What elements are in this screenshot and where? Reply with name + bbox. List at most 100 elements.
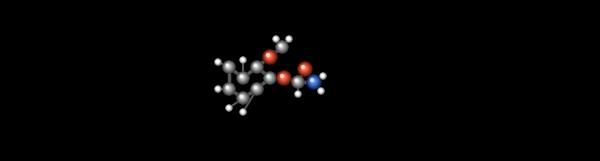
- Circle shape: [296, 92, 299, 95]
- Circle shape: [239, 95, 245, 100]
- Circle shape: [241, 110, 245, 114]
- Circle shape: [237, 72, 249, 84]
- Circle shape: [279, 73, 289, 83]
- Circle shape: [281, 75, 286, 80]
- Circle shape: [241, 76, 244, 79]
- Circle shape: [274, 38, 277, 40]
- Circle shape: [226, 64, 230, 68]
- Circle shape: [267, 54, 271, 58]
- Circle shape: [295, 79, 300, 84]
- Circle shape: [227, 106, 230, 109]
- Circle shape: [241, 96, 242, 98]
- Circle shape: [320, 73, 326, 79]
- Circle shape: [320, 90, 321, 91]
- Circle shape: [255, 87, 257, 89]
- Circle shape: [237, 92, 249, 104]
- Circle shape: [280, 74, 286, 80]
- Circle shape: [295, 91, 301, 97]
- Circle shape: [242, 59, 244, 61]
- Circle shape: [217, 60, 219, 63]
- Circle shape: [215, 59, 221, 65]
- Circle shape: [279, 44, 281, 47]
- Circle shape: [277, 71, 291, 85]
- Circle shape: [217, 88, 218, 90]
- Circle shape: [296, 92, 299, 95]
- Circle shape: [280, 44, 283, 48]
- Circle shape: [311, 79, 314, 82]
- Circle shape: [253, 85, 260, 92]
- Circle shape: [263, 50, 277, 64]
- Circle shape: [238, 93, 247, 102]
- Circle shape: [217, 61, 219, 63]
- Circle shape: [216, 60, 220, 64]
- Circle shape: [286, 36, 292, 42]
- Circle shape: [241, 110, 243, 112]
- Circle shape: [216, 87, 220, 91]
- Circle shape: [275, 38, 276, 39]
- Circle shape: [280, 45, 283, 47]
- Circle shape: [225, 85, 232, 92]
- Circle shape: [215, 60, 220, 64]
- Circle shape: [226, 64, 231, 69]
- Circle shape: [275, 38, 276, 39]
- Circle shape: [308, 76, 319, 87]
- Circle shape: [237, 72, 248, 84]
- Circle shape: [238, 93, 248, 103]
- Circle shape: [320, 73, 325, 78]
- Circle shape: [224, 84, 234, 94]
- Circle shape: [281, 75, 285, 79]
- Circle shape: [215, 86, 221, 92]
- Circle shape: [254, 64, 259, 68]
- Circle shape: [241, 110, 245, 114]
- Circle shape: [295, 91, 301, 97]
- Circle shape: [227, 65, 229, 67]
- Circle shape: [322, 75, 323, 76]
- Circle shape: [274, 37, 278, 41]
- Circle shape: [241, 58, 244, 61]
- Circle shape: [310, 78, 316, 85]
- Circle shape: [252, 62, 262, 72]
- Circle shape: [217, 88, 218, 89]
- Circle shape: [277, 43, 286, 51]
- Circle shape: [217, 61, 218, 63]
- Circle shape: [227, 65, 229, 67]
- Circle shape: [268, 54, 271, 58]
- Circle shape: [254, 86, 258, 90]
- Circle shape: [302, 66, 305, 69]
- Circle shape: [278, 43, 285, 50]
- Circle shape: [278, 72, 290, 84]
- Circle shape: [274, 37, 277, 40]
- Circle shape: [287, 37, 291, 41]
- Circle shape: [277, 71, 290, 85]
- Circle shape: [320, 73, 326, 79]
- Circle shape: [319, 88, 323, 94]
- Circle shape: [273, 36, 279, 42]
- Circle shape: [287, 38, 289, 39]
- Circle shape: [288, 38, 290, 39]
- Circle shape: [228, 107, 230, 109]
- Circle shape: [267, 75, 272, 80]
- Circle shape: [301, 65, 307, 71]
- Circle shape: [274, 37, 278, 41]
- Circle shape: [286, 37, 291, 41]
- Circle shape: [253, 85, 261, 93]
- Circle shape: [241, 76, 244, 79]
- Circle shape: [297, 93, 298, 94]
- Circle shape: [242, 59, 243, 60]
- Circle shape: [254, 86, 259, 91]
- Circle shape: [240, 109, 246, 115]
- Circle shape: [276, 41, 287, 53]
- Circle shape: [226, 64, 229, 67]
- Circle shape: [268, 55, 269, 56]
- Circle shape: [223, 83, 235, 95]
- Circle shape: [296, 80, 298, 82]
- Circle shape: [320, 90, 322, 91]
- Circle shape: [318, 88, 324, 94]
- Circle shape: [227, 106, 229, 108]
- Circle shape: [295, 79, 299, 83]
- Circle shape: [295, 91, 301, 96]
- Circle shape: [238, 93, 248, 103]
- Circle shape: [242, 59, 244, 61]
- Circle shape: [273, 36, 279, 42]
- Circle shape: [320, 90, 321, 91]
